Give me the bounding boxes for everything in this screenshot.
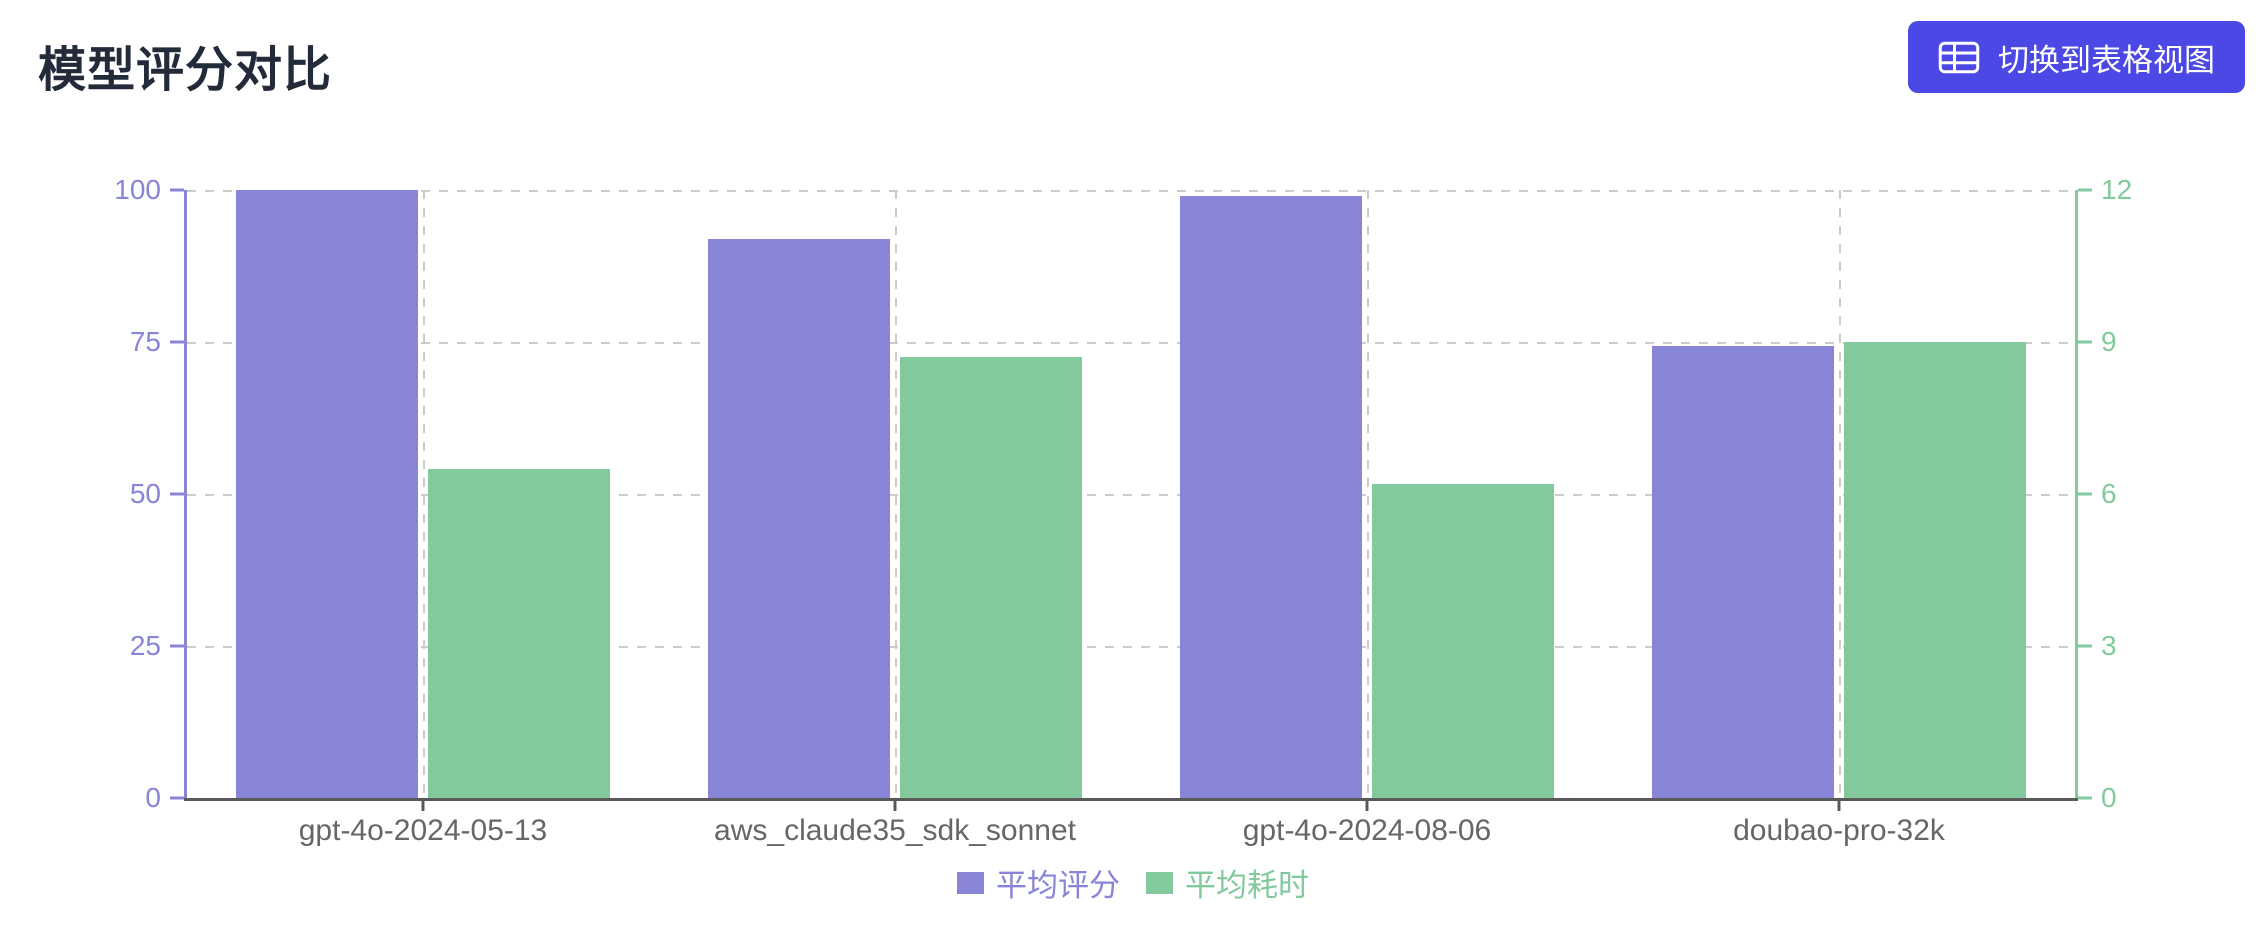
- legend-item-score: 平均评分: [957, 860, 1120, 905]
- right-y-axis-line: [2075, 190, 2078, 798]
- gridline-horizontal: [187, 646, 2075, 648]
- x-axis-tick: [1365, 798, 1369, 811]
- legend-label-score: 平均评分: [996, 868, 1120, 903]
- x-axis-tick: [421, 798, 425, 811]
- right-y-axis-tick: [2078, 188, 2092, 192]
- bar-group-aws_claude35_sdk_sonnet: [659, 190, 1131, 798]
- switch-to-table-view-button[interactable]: 切换到表格视图: [1908, 21, 2245, 93]
- left-y-axis-tick-label: 0: [145, 782, 161, 813]
- bar-score-doubao-pro-32k[interactable]: [1652, 345, 1834, 798]
- gridline-vertical: [895, 190, 897, 798]
- bar-score-aws_claude35_sdk_sonnet[interactable]: [708, 238, 890, 798]
- right-y-axis-tick-label: 12: [2101, 174, 2133, 205]
- x-axis-tick: [893, 798, 897, 811]
- gridline-vertical: [1367, 190, 1369, 798]
- switch-to-table-view-label: 切换到表格视图: [1998, 42, 2215, 78]
- gridline-horizontal: [187, 494, 2075, 496]
- bar-groups: [187, 190, 2075, 798]
- left-y-axis-tick-label: 75: [129, 326, 161, 357]
- bar-group-doubao-pro-32k: [1603, 190, 2075, 798]
- gridline-vertical: [1839, 190, 1841, 798]
- left-y-axis-line: [184, 190, 187, 798]
- left-y-axis-tick-label: 25: [129, 630, 161, 661]
- bar-chart-plot-area: 0 0 25 3 50 6 75 9 100 12: [114, 174, 2132, 813]
- right-y-axis-tick: [2078, 492, 2092, 496]
- right-y-axis-tick-label: 0: [2101, 782, 2117, 813]
- legend-swatch-score: [957, 871, 984, 894]
- x-axis-label-aws_claude35_sdk_sonnet: aws_claude35_sdk_sonnet: [714, 814, 1076, 847]
- right-y-axis-tick: [2078, 796, 2092, 800]
- x-axis-label-doubao-pro-32k: doubao-pro-32k: [1733, 814, 1945, 847]
- right-y-axis-tick-label: 9: [2101, 326, 2117, 357]
- table-icon: [1938, 41, 1980, 74]
- right-y-axis-tick: [2078, 644, 2092, 648]
- bar-group-gpt-4o-2024-08-06: [1131, 190, 1603, 798]
- x-axis-label-gpt-4o-2024-05-13: gpt-4o-2024-05-13: [298, 814, 548, 847]
- x-axis-line: [184, 798, 2078, 801]
- left-y-axis-tick-label: 100: [114, 174, 161, 205]
- left-y-axis-tick: [170, 796, 184, 800]
- left-y-axis-tick: [170, 644, 184, 648]
- gridline-horizontal: [187, 190, 2075, 192]
- bar-time-gpt-4o-2024-08-06[interactable]: [1372, 483, 1554, 798]
- right-y-axis-tick: [2078, 340, 2092, 344]
- left-y-axis-tick: [170, 492, 184, 496]
- x-axis-label-gpt-4o-2024-08-06: gpt-4o-2024-08-06: [1242, 814, 1492, 847]
- bar-score-gpt-4o-2024-05-13[interactable]: [236, 190, 418, 798]
- legend-item-time: 平均耗时: [1146, 860, 1309, 905]
- gridline-vertical: [423, 190, 425, 798]
- bar-time-aws_claude35_sdk_sonnet[interactable]: [900, 357, 1082, 798]
- bar-group-gpt-4o-2024-05-13: [187, 190, 659, 798]
- chart-legend: 平均评分 平均耗时: [0, 860, 2266, 905]
- right-y-axis-tick-label: 6: [2101, 478, 2117, 509]
- page-title: 模型评分对比: [38, 44, 333, 97]
- left-y-axis-tick: [170, 340, 184, 344]
- bar-score-gpt-4o-2024-08-06[interactable]: [1180, 196, 1362, 798]
- left-y-axis-tick: [170, 188, 184, 192]
- bar-time-doubao-pro-32k[interactable]: [1844, 342, 2026, 798]
- legend-swatch-time: [1146, 871, 1173, 894]
- bar-time-gpt-4o-2024-05-13[interactable]: [428, 468, 610, 798]
- x-axis-tick: [1837, 798, 1841, 811]
- legend-label-time: 平均耗时: [1185, 868, 1309, 903]
- gridline-horizontal: [187, 342, 2075, 344]
- right-y-axis-tick-label: 3: [2101, 630, 2117, 661]
- left-y-axis-tick-label: 50: [129, 478, 161, 509]
- x-axis-labels: gpt-4o-2024-05-13 aws_claude35_sdk_sonnet…: [187, 814, 2075, 848]
